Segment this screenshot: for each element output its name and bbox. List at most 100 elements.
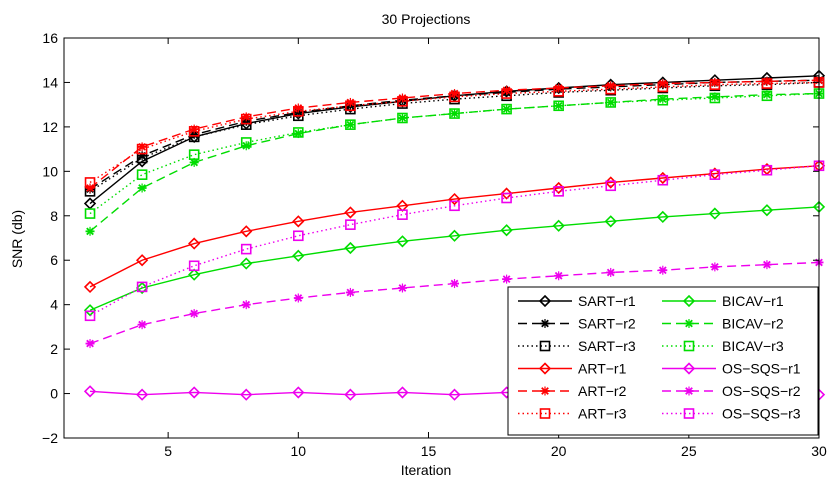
y-tick-label: 4 <box>50 297 58 313</box>
data-point <box>554 83 564 93</box>
data-point <box>137 320 147 330</box>
series-line <box>89 206 820 311</box>
data-point <box>240 225 253 238</box>
data-point <box>136 169 148 180</box>
legend-item: BICAV−r3 <box>662 338 784 354</box>
data-point <box>292 249 305 262</box>
data-point <box>449 91 460 103</box>
data-point <box>345 100 356 112</box>
legend-marker <box>539 340 551 352</box>
data-point <box>604 215 617 228</box>
legend-item: SART−r2 <box>518 316 636 332</box>
legend-marker <box>683 408 695 419</box>
data-point <box>396 235 409 248</box>
y-tick-label: 6 <box>50 252 58 268</box>
data-point <box>710 77 720 87</box>
series-9 <box>84 88 825 219</box>
data-point <box>554 101 564 111</box>
data-point <box>135 281 149 295</box>
data-point <box>345 119 356 130</box>
data-point <box>500 187 513 200</box>
data-point <box>397 209 408 220</box>
legend-label: ART−r1 <box>578 361 627 377</box>
data-point <box>292 386 305 399</box>
series-12 <box>84 160 825 322</box>
legend-item: OS−SQS−r1 <box>662 361 801 377</box>
data-point <box>135 155 149 168</box>
y-tick-label: 14 <box>42 74 58 90</box>
data-point <box>502 274 512 284</box>
data-point <box>188 386 201 399</box>
data-point <box>240 113 252 125</box>
legend-item: ART−r2 <box>518 383 627 399</box>
data-point <box>397 93 407 103</box>
legend-label: ART−r2 <box>578 383 627 399</box>
data-point <box>293 293 303 303</box>
data-point <box>240 137 252 148</box>
data-point <box>449 108 460 119</box>
data-point <box>658 265 668 275</box>
data-point <box>553 186 564 197</box>
legend-marker <box>682 362 696 375</box>
legend-label: BICAV−r1 <box>722 293 784 309</box>
data-point <box>762 90 772 100</box>
x-tick-label: 30 <box>811 443 827 459</box>
data-point <box>761 78 773 89</box>
data-point <box>762 76 772 86</box>
data-point <box>83 280 97 294</box>
legend-item: OS−SQS−r3 <box>662 406 801 422</box>
data-point <box>553 86 564 97</box>
y-tick-label: 0 <box>50 386 58 402</box>
legend-label: BICAV−r3 <box>722 338 784 354</box>
data-point <box>344 241 357 255</box>
legend-marker <box>682 294 696 308</box>
data-point <box>709 79 721 90</box>
legend-marker <box>538 362 552 375</box>
legend-item: SART−r3 <box>518 338 636 354</box>
data-point <box>136 143 148 155</box>
data-point <box>188 260 200 272</box>
data-point <box>188 268 201 281</box>
data-point <box>554 271 564 281</box>
data-point <box>83 385 97 398</box>
data-point <box>396 386 409 399</box>
axes: −2 0 2 4 6 8 10 12 14 16 5 10 15 20 25 30 <box>42 30 827 459</box>
data-point <box>761 164 773 176</box>
legend-label: BICAV−r2 <box>722 316 784 332</box>
data-point <box>448 229 461 242</box>
y-tick-label: 16 <box>42 30 58 46</box>
data-point <box>293 103 303 113</box>
data-point <box>605 97 617 108</box>
axes-frame <box>63 37 820 439</box>
data-point <box>709 169 721 180</box>
x-tick-label: 5 <box>164 443 172 459</box>
y-tick-label: 12 <box>42 119 58 135</box>
data-point <box>501 88 512 99</box>
data-point <box>293 127 304 138</box>
data-point <box>552 219 565 232</box>
data-point <box>709 92 721 104</box>
data-point <box>85 226 95 236</box>
data-point <box>85 339 95 349</box>
y-tick-label: 10 <box>42 163 58 179</box>
data-point <box>762 260 772 270</box>
series-11 <box>85 257 824 349</box>
data-point <box>397 283 407 293</box>
data-point <box>344 388 357 401</box>
legend-item: BICAV−r2 <box>662 316 784 332</box>
legend-label: OS−SQS−r1 <box>722 361 801 377</box>
data-point <box>708 207 721 220</box>
legend-marker <box>539 408 551 419</box>
data-point <box>397 112 408 124</box>
data-point <box>136 281 148 293</box>
data-point <box>448 192 461 206</box>
plot-area <box>83 69 826 401</box>
data-point <box>293 106 304 117</box>
data-point <box>501 192 512 204</box>
data-point <box>188 237 201 250</box>
data-point <box>449 200 460 212</box>
legend-label: SART−r2 <box>578 316 636 332</box>
data-point <box>448 388 461 401</box>
series-line <box>89 81 820 192</box>
data-point <box>450 279 460 289</box>
